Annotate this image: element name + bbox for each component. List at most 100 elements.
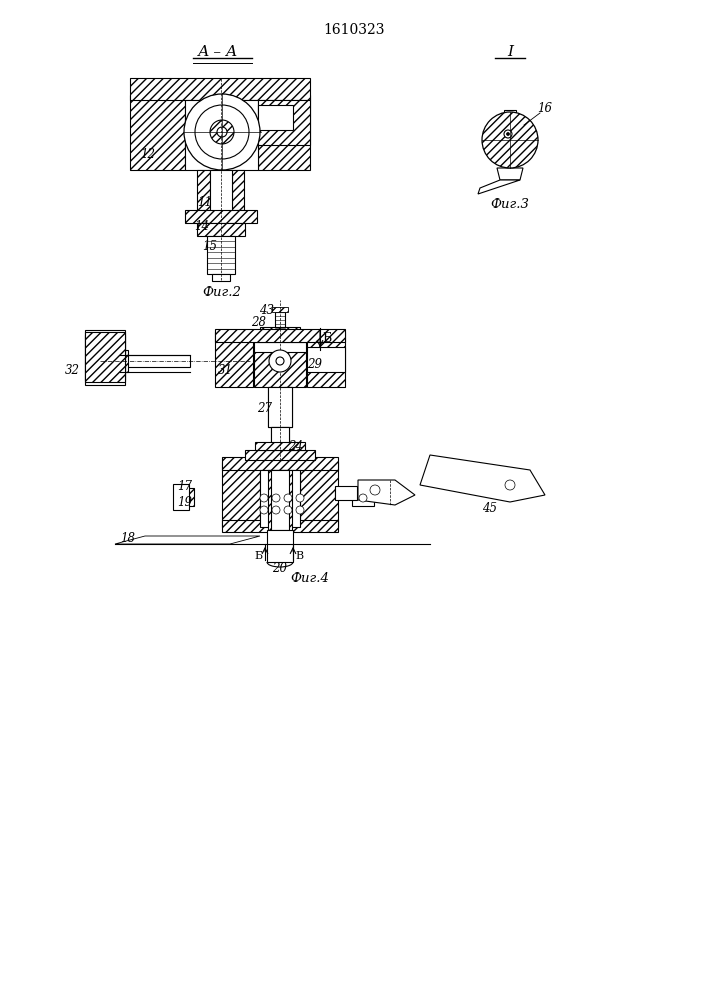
Circle shape	[370, 485, 380, 495]
Text: 27: 27	[257, 401, 272, 414]
Text: 18: 18	[120, 532, 136, 544]
Bar	[185, 100, 258, 170]
Text: 16: 16	[537, 102, 552, 114]
Text: А – А: А – А	[198, 45, 238, 59]
Bar	[275, 312, 285, 332]
Text: 12: 12	[141, 148, 156, 161]
Circle shape	[284, 494, 292, 502]
Bar	[258, 95, 310, 170]
Text: 24: 24	[288, 440, 303, 454]
Circle shape	[260, 494, 268, 502]
Text: 1610323: 1610323	[323, 23, 385, 37]
Circle shape	[276, 357, 284, 365]
Bar	[272, 307, 288, 312]
Text: 43: 43	[259, 304, 274, 316]
Bar	[120, 355, 190, 367]
Bar	[173, 484, 189, 510]
Bar	[268, 387, 276, 427]
Bar	[307, 332, 345, 387]
Text: 17: 17	[177, 480, 192, 492]
Bar	[130, 78, 310, 100]
Bar	[112, 349, 122, 374]
Bar	[355, 493, 373, 503]
Circle shape	[269, 350, 291, 372]
Circle shape	[482, 112, 538, 168]
Text: 14: 14	[194, 221, 209, 233]
Bar	[271, 530, 289, 560]
Circle shape	[504, 130, 512, 138]
Bar	[352, 490, 374, 506]
Text: 45: 45	[482, 502, 498, 514]
Bar	[300, 462, 338, 527]
Circle shape	[184, 94, 260, 170]
Polygon shape	[420, 455, 545, 502]
Bar	[222, 520, 338, 532]
Bar	[118, 350, 128, 372]
Bar	[245, 450, 315, 460]
Bar	[254, 332, 306, 352]
Text: 15: 15	[202, 239, 218, 252]
Bar	[335, 486, 357, 500]
Bar	[271, 470, 289, 532]
Bar	[504, 110, 516, 122]
Text: 32: 32	[64, 363, 79, 376]
Text: Фиг.2: Фиг.2	[203, 286, 241, 298]
Bar	[85, 335, 125, 380]
Text: Фиг.4: Фиг.4	[291, 572, 329, 584]
Bar	[85, 330, 125, 385]
Bar	[271, 427, 279, 467]
Circle shape	[296, 506, 304, 514]
Text: I: I	[507, 45, 513, 59]
Text: 11: 11	[197, 196, 213, 209]
Bar	[258, 105, 293, 130]
Bar	[260, 327, 300, 332]
Text: 19: 19	[177, 495, 192, 508]
Text: 29: 29	[308, 358, 322, 370]
Bar	[210, 170, 232, 212]
Circle shape	[260, 506, 268, 514]
Bar	[260, 470, 300, 527]
Bar	[268, 470, 292, 532]
Bar	[222, 462, 260, 527]
Text: Б: Б	[322, 332, 332, 344]
Bar	[178, 488, 194, 506]
Circle shape	[272, 506, 280, 514]
Circle shape	[359, 494, 367, 502]
Bar	[215, 332, 253, 387]
Polygon shape	[497, 168, 523, 180]
Text: В: В	[295, 551, 303, 561]
Text: 20: 20	[272, 562, 288, 574]
Bar	[248, 332, 312, 342]
Text: 31: 31	[218, 363, 233, 376]
Circle shape	[296, 494, 304, 502]
Bar	[271, 427, 289, 467]
Bar	[254, 332, 306, 387]
Text: 28: 28	[252, 316, 267, 328]
Bar	[207, 236, 235, 274]
Circle shape	[210, 120, 234, 144]
Bar	[258, 100, 310, 145]
Polygon shape	[478, 180, 520, 194]
Bar	[335, 487, 355, 497]
Bar	[281, 427, 289, 467]
Bar	[212, 274, 230, 281]
Text: Б: Б	[254, 551, 262, 561]
Circle shape	[505, 480, 515, 490]
Bar	[307, 347, 345, 372]
Bar	[215, 329, 345, 342]
Bar	[197, 223, 245, 236]
Circle shape	[217, 127, 227, 137]
Text: Фиг.3: Фиг.3	[491, 198, 530, 212]
Bar	[284, 387, 292, 427]
Bar	[267, 530, 293, 562]
Circle shape	[284, 506, 292, 514]
Circle shape	[195, 105, 249, 159]
Bar	[185, 210, 257, 223]
Circle shape	[272, 494, 280, 502]
Bar	[232, 170, 244, 210]
Bar	[85, 332, 125, 382]
Circle shape	[506, 132, 510, 135]
Bar	[222, 457, 338, 470]
Polygon shape	[358, 480, 415, 505]
Polygon shape	[115, 536, 260, 544]
